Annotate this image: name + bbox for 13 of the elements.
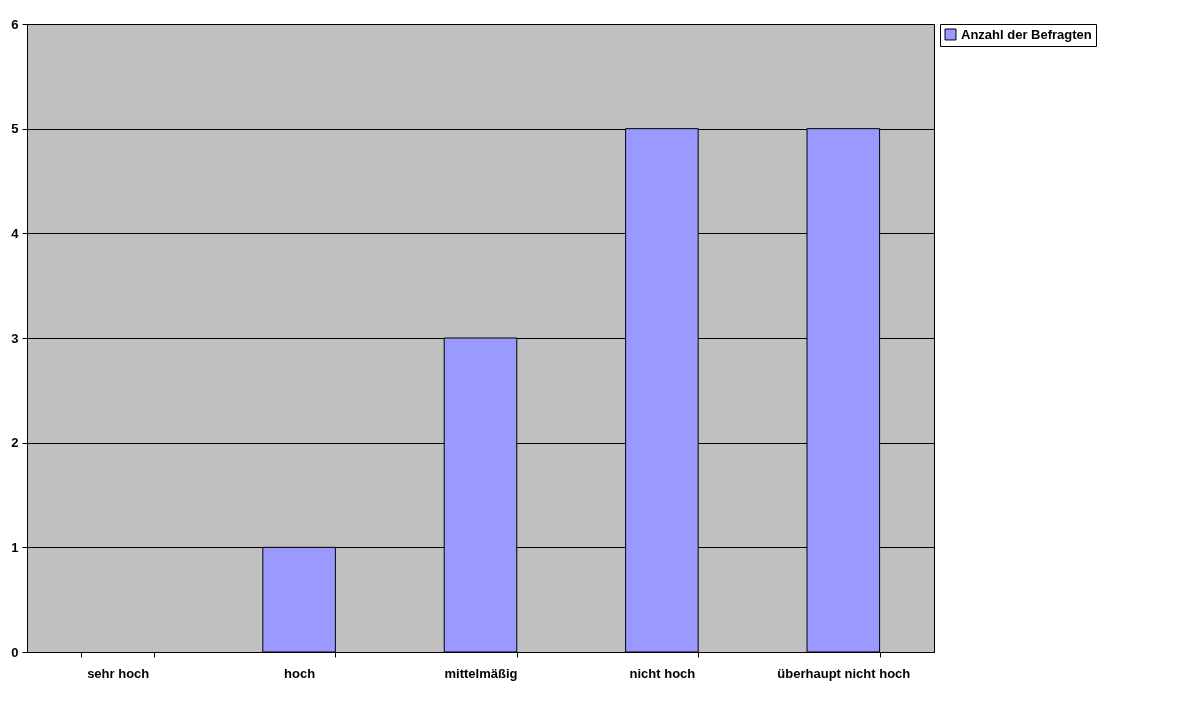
x-tick-label: hoch bbox=[284, 665, 316, 681]
x-tick-label: nicht hoch bbox=[629, 665, 696, 681]
x-tick-label: überhaupt nicht hoch bbox=[777, 665, 911, 681]
y-tick-label: 4 bbox=[11, 225, 20, 241]
y-tick-label: 3 bbox=[11, 330, 19, 346]
y-tick-label: 1 bbox=[11, 539, 19, 555]
legend-label: Anzahl der Befragten bbox=[961, 26, 1092, 42]
y-tick-label: 0 bbox=[11, 644, 19, 660]
y-tick-label: 2 bbox=[11, 435, 19, 451]
y-tick-label: 5 bbox=[11, 121, 19, 137]
x-tick-label: mittelmäßig bbox=[444, 665, 518, 681]
x-tick-label: sehr hoch bbox=[87, 665, 150, 681]
y-tick-label: 6 bbox=[11, 16, 19, 32]
